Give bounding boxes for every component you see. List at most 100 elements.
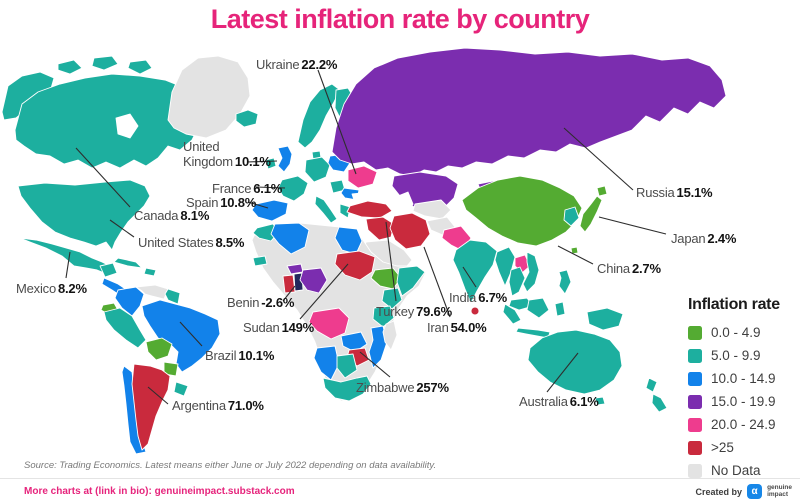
country-value: 257% [416, 380, 449, 395]
country-label-ukraine: Ukraine 22.2% [256, 57, 337, 72]
legend-swatch [688, 371, 702, 386]
nz-south-island [651, 393, 668, 413]
legend-swatch [688, 440, 702, 455]
brand-line1: genuine [767, 484, 792, 491]
country-label-zimbabwe: Zimbabwe 257% [356, 380, 449, 395]
connector-japan [598, 216, 667, 235]
country-name: India [449, 290, 477, 305]
country-label-india: India 6.7% [449, 290, 507, 305]
created-by: Created by α genuine impact [696, 484, 792, 499]
country-label-canada: Canada 8.1% [134, 208, 209, 223]
country-vietnam [522, 251, 540, 293]
connector-usa [109, 219, 135, 238]
country-philippines [558, 269, 572, 295]
country-label-argentina: Argentina 71.0% [172, 398, 264, 413]
country-value: 8.2% [57, 281, 87, 296]
legend-label: >25 [711, 440, 734, 455]
legend-item: No Data [688, 463, 780, 478]
country-value: 79.6% [416, 304, 452, 319]
country-value: 15.1% [676, 185, 713, 200]
country-morocco [252, 223, 280, 242]
country-name: Iran [427, 320, 449, 335]
legend: Inflation rate 0.0 - 4.9 5.0 - 9.9 10.0 … [688, 296, 780, 486]
country-ghana [282, 274, 296, 294]
country-value: 8.5% [215, 235, 245, 250]
central-europe [304, 156, 331, 183]
country-brazil [141, 299, 221, 373]
country-sri-lanka [470, 306, 480, 316]
indonesia-sumatra [502, 303, 522, 325]
country-value: 2.7% [631, 261, 661, 276]
legend-label: No Data [711, 463, 761, 478]
country-value: 54.0% [450, 320, 487, 335]
taiwan [570, 246, 579, 255]
country-name: Zimbabwe [356, 380, 415, 395]
tasmania [594, 396, 606, 406]
page-title: Latest inflation rate by country [210, 4, 590, 34]
legend-item: 10.0 - 14.9 [688, 371, 780, 386]
country-name: Kingdom [183, 154, 233, 169]
country-name: China [597, 261, 630, 276]
nz-north-island [645, 377, 658, 393]
country-name: Russia [636, 185, 675, 200]
country-argentina [131, 363, 171, 451]
country-value: 71.0% [227, 398, 264, 413]
country-label-france: France 6.1% [212, 181, 282, 196]
country-value: 149% [281, 320, 315, 335]
country-label-iran: Iran 54.0% [427, 320, 487, 335]
connector-zimbabwe [359, 351, 391, 378]
country-name: France [212, 181, 252, 196]
connector-iran [423, 246, 451, 318]
country-value: 2.4% [707, 231, 737, 246]
country-greece [339, 203, 351, 219]
country-canada [14, 73, 216, 169]
country-uk [277, 145, 293, 173]
country-mozambique [368, 325, 388, 369]
country-name: United States [138, 235, 214, 250]
country-value: 8.1% [180, 208, 210, 223]
country-india [452, 239, 498, 304]
country-name: Ukraine [256, 57, 300, 72]
country-greenland [167, 55, 251, 139]
country-label-benin: Benin -2.6% [227, 295, 294, 310]
country-name: Japan [671, 231, 706, 246]
legend-swatch [688, 325, 702, 340]
country-south-africa [322, 375, 372, 402]
country-iran [389, 212, 431, 250]
indonesia-sulawesi [554, 301, 566, 317]
country-value: -2.6% [261, 295, 295, 310]
country-peru [103, 307, 147, 349]
country-label-japan: Japan 2.4% [671, 231, 736, 246]
country-ukraine [347, 165, 378, 189]
connector-russia [563, 127, 634, 191]
connector-uk [246, 160, 278, 163]
country-name: Sudan [243, 320, 280, 335]
country-name: Australia [519, 394, 568, 409]
created-by-text: Created by [695, 486, 743, 497]
indonesia-borneo [526, 297, 550, 319]
legend-title: Inflation rate [688, 296, 780, 313]
country-china [461, 175, 583, 247]
country-name: Argentina [172, 398, 226, 413]
country-cuba [113, 257, 143, 269]
connector-china [557, 245, 594, 265]
legend-label: 5.0 - 9.9 [711, 348, 761, 363]
country-value: 6.1% [253, 181, 283, 196]
country-uruguay [173, 381, 189, 397]
country-spain [251, 199, 289, 222]
brand-line2: impact [767, 490, 789, 498]
connector-turkey [385, 221, 397, 302]
connector-mexico [65, 251, 71, 279]
legend-label: 0.0 - 4.9 [711, 325, 761, 340]
country-label-brazil: Brazil 10.1% [205, 348, 274, 363]
country-label-mexico: Mexico 8.2% [16, 281, 87, 296]
norway-sweden [297, 83, 341, 149]
connector-ukraine [317, 69, 357, 175]
connector-india [462, 266, 477, 288]
substack-link[interactable]: More charts at (link in bio): genuineimp… [24, 486, 295, 497]
connector-spain [247, 201, 269, 209]
country-usa [17, 179, 151, 251]
country-south-korea [563, 206, 580, 227]
country-value: 10.1% [238, 348, 275, 363]
